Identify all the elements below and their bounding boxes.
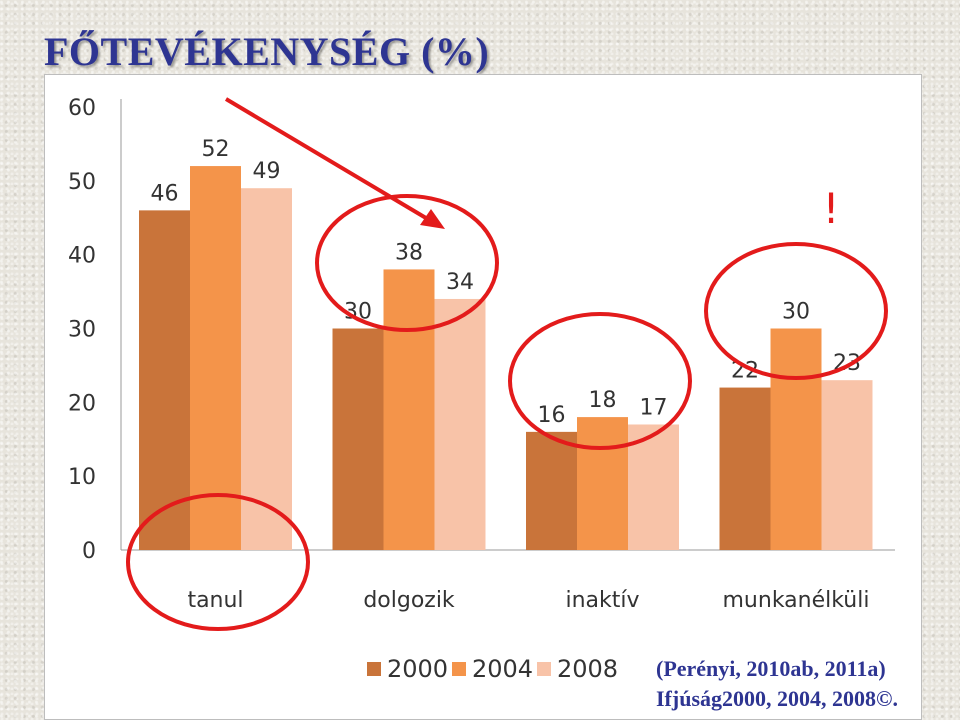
bar-2000	[719, 387, 771, 550]
data-label: 30	[782, 300, 810, 325]
bar-2004	[577, 417, 628, 550]
y-tick-label: 0	[82, 539, 96, 564]
slide-title: FŐTEVÉKENYSÉG (%)	[44, 29, 490, 74]
source-line-1: (Perényi, 2010ab, 2011a)	[656, 656, 886, 681]
category-label: tanul	[187, 588, 243, 613]
data-label: 17	[640, 395, 668, 420]
source-line-2: Ifjúság2000, 2004, 2008©.	[656, 686, 898, 711]
bar-2008	[821, 380, 873, 550]
highlight-circle-munkanelkuli	[704, 242, 888, 380]
legend-swatch-2000	[367, 662, 381, 676]
bar-2008	[241, 188, 292, 550]
y-tick-label: 60	[68, 96, 96, 121]
data-label: 46	[151, 181, 179, 206]
data-label: 18	[589, 388, 617, 413]
data-label: 49	[253, 159, 281, 184]
legend-label: 2004	[472, 655, 533, 683]
y-tick-label: 50	[68, 170, 96, 195]
exclamation-mark: !	[823, 184, 840, 233]
category-label: munkanélküli	[723, 588, 870, 613]
y-tick-label: 40	[68, 244, 96, 269]
bar-2008	[434, 298, 486, 550]
bar-2004	[383, 269, 435, 550]
highlight-circle-dolgozik	[315, 194, 499, 332]
data-label: 52	[202, 137, 230, 162]
category-label: dolgozik	[363, 588, 455, 613]
data-label: 38	[395, 240, 423, 265]
bar-2000	[139, 210, 190, 550]
bar-2004	[770, 328, 822, 550]
data-label: 34	[446, 270, 474, 295]
highlight-circle-inaktiv	[508, 312, 692, 450]
legend-label: 2008	[557, 655, 618, 683]
highlight-circle-tanul	[126, 493, 310, 631]
chart-panel: 0 10 20 30 40 50 60 46 52 49 30 38 34 16 18 17 22 30 23 tan…	[44, 74, 922, 720]
data-label: 16	[538, 403, 566, 428]
annotation-arrowhead	[420, 209, 445, 229]
y-tick-label: 20	[68, 391, 96, 416]
legend-label: 2000	[387, 655, 448, 683]
legend-swatch-2008	[537, 662, 551, 676]
category-label: inaktív	[565, 588, 639, 613]
annotation-arrow-line	[224, 97, 433, 223]
legend-swatch-2004	[452, 662, 466, 676]
bar-2008	[628, 424, 679, 550]
bar-2000	[332, 328, 384, 550]
y-tick-label: 10	[68, 465, 96, 490]
y-tick-label: 30	[68, 318, 96, 343]
bar-2000	[526, 431, 577, 550]
source-note: (Perényi, 2010ab, 2011a) Ifjúság2000, 20…	[656, 654, 898, 714]
bar-2004	[190, 166, 241, 551]
